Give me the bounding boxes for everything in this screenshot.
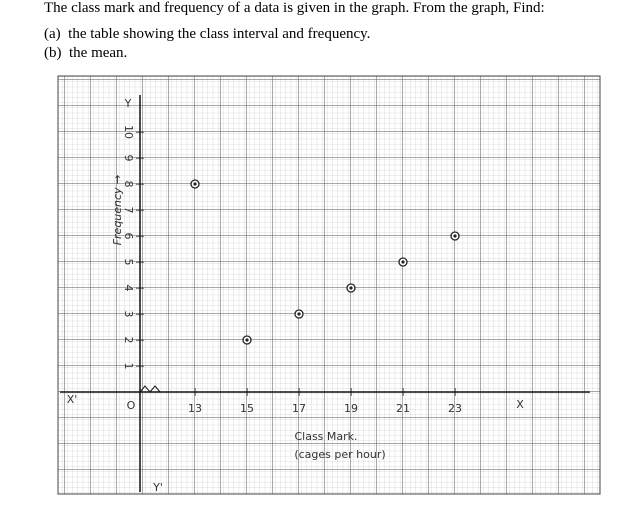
part-label: (b): [44, 45, 62, 61]
x-tick-label: 17: [292, 402, 306, 415]
x-tick-label: 13: [188, 402, 202, 415]
y-tick-label: 3: [122, 311, 135, 318]
y-tick-label: 6: [122, 233, 135, 240]
graph-paper: [57, 75, 601, 495]
y-tick-label: 4: [122, 285, 135, 292]
x-tick-label: 23: [448, 402, 462, 415]
part-label: (a): [44, 26, 61, 42]
question-part: (a) the table showing the class interval…: [44, 26, 370, 43]
axis-name: Y': [152, 481, 163, 494]
question-part: (b) the mean.: [44, 45, 127, 62]
point-dot: [401, 260, 405, 264]
part-text: the mean.: [69, 45, 128, 61]
origin-label: O: [127, 399, 136, 412]
y-tick-label: 10: [122, 125, 135, 139]
point-dot: [453, 234, 457, 238]
axis-break: [139, 385, 161, 393]
x-axis-label: Class Mark.: [294, 430, 357, 443]
y-tick-label: 1: [122, 363, 135, 370]
x-tick-label: 21: [396, 402, 410, 415]
axis-name: X: [516, 398, 524, 411]
y-tick-label: 8: [122, 181, 135, 188]
axis-name: X': [67, 393, 78, 406]
x-axis-sublabel: (cages per hour): [294, 448, 385, 461]
point-dot: [297, 312, 301, 316]
point-dot: [349, 286, 353, 290]
question-text: The class mark and frequency of a data i…: [44, 0, 545, 16]
y-tick-label: 7: [122, 207, 135, 214]
y-tick-label: 5: [122, 259, 135, 266]
y-tick-label: 2: [122, 337, 135, 344]
x-tick-label: 15: [240, 402, 254, 415]
y-axis-label: Frequency →: [111, 175, 124, 246]
point-dot: [193, 182, 197, 186]
axis-name: Y: [124, 97, 132, 110]
point-dot: [245, 338, 249, 342]
part-text: the table showing the class interval and…: [68, 26, 371, 42]
y-tick-label: 9: [122, 155, 135, 162]
x-tick-label: 19: [344, 402, 358, 415]
